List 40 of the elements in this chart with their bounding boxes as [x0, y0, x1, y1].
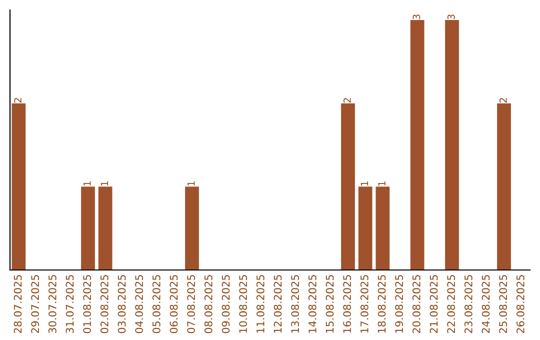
x-tick-label: 05.08.2025: [152, 275, 160, 334]
data-label: 1: [360, 181, 368, 186]
x-tick-label: 16.08.2025: [343, 275, 352, 333]
x-tick-label: 04.08.2025: [135, 275, 144, 334]
x-tick-label: 03.08.2025: [118, 275, 126, 334]
x-tick-label: 10.08.2025: [239, 275, 248, 333]
x-tick-label: 15.08.2025: [326, 275, 334, 333]
x-tick-label: 20.08.2025: [412, 275, 420, 334]
x-tick-label: 19.08.2025: [395, 275, 404, 333]
x-tick-label: 02.08.2025: [100, 275, 108, 334]
x-tick-label: 17.08.2025: [360, 275, 368, 333]
data-label: 3: [412, 14, 420, 20]
data-label: 3: [447, 14, 455, 20]
x-tick-label: 28.07.2025: [14, 275, 22, 334]
x-tick-label: 12.08.2025: [274, 275, 282, 333]
data-label: 1: [100, 181, 108, 186]
data-label: 1: [84, 181, 91, 186]
x-tick-label: 11.08.2025: [256, 275, 264, 333]
x-tick-label: 22.08.2025: [447, 275, 456, 334]
x-tick-label: 31.07.2025: [66, 275, 74, 334]
x-tick-label: 25.08.2025: [499, 275, 508, 334]
x-tick-label: 01.08.2025: [83, 275, 92, 334]
data-label: 2: [499, 98, 507, 103]
x-tick-label: 30.07.2025: [48, 275, 56, 334]
x-tick-label: 06.08.2025: [170, 275, 178, 334]
x-tick-label: 18.08.2025: [378, 275, 386, 333]
x-tick-label: 08.08.2025: [204, 275, 212, 334]
x-tick-label: 07.08.2025: [187, 275, 196, 334]
x-tick-label: 26.08.2025: [516, 275, 524, 334]
data-label: 2: [14, 98, 22, 103]
x-tick-label: 29.07.2025: [31, 275, 40, 334]
x-tick-label: 23.08.2025: [464, 275, 472, 334]
data-label: 1: [378, 181, 386, 186]
x-tick-label: 24.08.2025: [482, 275, 490, 334]
x-tick-label: 14.08.2025: [308, 275, 316, 333]
x-tick-label: 21.08.2025: [430, 275, 438, 334]
x-tick-label: 09.08.2025: [222, 275, 230, 334]
data-label: 1: [188, 181, 195, 186]
data-label: 2: [343, 98, 351, 103]
x-tick-label: 13.08.2025: [291, 275, 300, 333]
